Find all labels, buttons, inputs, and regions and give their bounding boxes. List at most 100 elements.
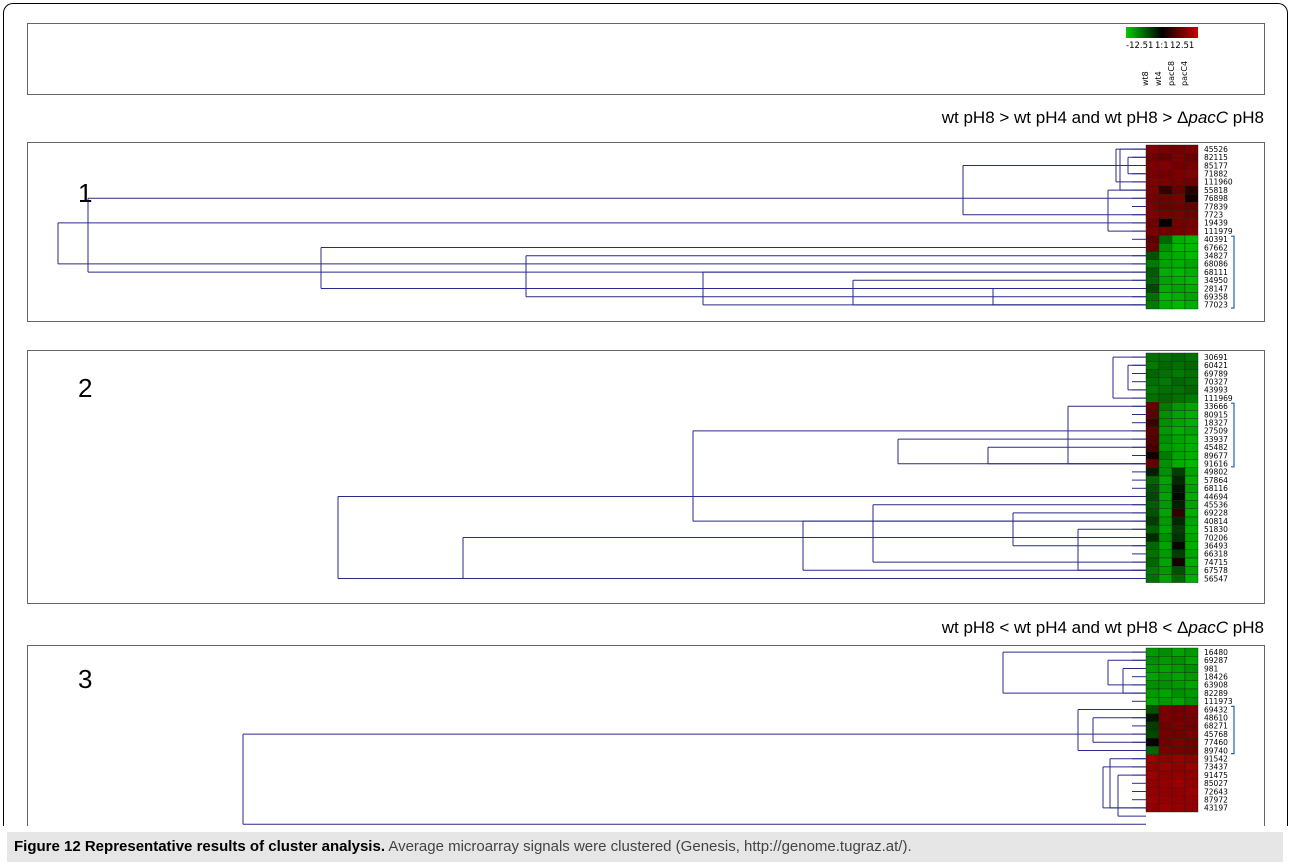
heatmap-cell: [1158, 762, 1173, 772]
heatmap-cell: [1184, 737, 1199, 747]
heatmap-cell: [1184, 161, 1199, 170]
heatmap-cell: [1158, 787, 1173, 796]
heatmap-cell: [1171, 688, 1186, 698]
heatmap-cell: [1184, 442, 1199, 452]
heatmap-cell: [1171, 152, 1186, 162]
gene-id-label: 34827: [1204, 252, 1228, 261]
gene-id-label: 68116: [1204, 484, 1228, 493]
heatmap-cell: [1158, 234, 1173, 244]
heatmap-cell: [1145, 194, 1160, 203]
gene-id-label: 77839: [1204, 202, 1228, 211]
gene-id-label: 981: [1204, 664, 1219, 673]
heatmap-cell: [1184, 402, 1199, 411]
heatmap-cell: [1145, 451, 1160, 460]
heatmap-cell: [1184, 533, 1199, 542]
heatmap-cell: [1158, 385, 1173, 395]
heatmap-cell: [1145, 713, 1160, 722]
heatmap-cell: [1145, 524, 1160, 534]
heatmap-cell: [1171, 549, 1186, 559]
heatmap-cell: [1145, 803, 1160, 813]
heatmap-cell: [1171, 508, 1186, 518]
heatmap-cell: [1158, 243, 1173, 252]
heatmap-cell: [1171, 194, 1186, 203]
heatmap-cell: [1171, 393, 1186, 403]
heatmap-cell: [1171, 787, 1186, 796]
heatmap-cell: [1171, 746, 1186, 755]
heatmap-cell: [1171, 218, 1186, 228]
heatmap-cell: [1145, 226, 1160, 236]
heatmap-cell: [1171, 459, 1186, 468]
gene-id-label: 77460: [1204, 738, 1228, 747]
heatmap-cell: [1184, 508, 1199, 518]
heatmap-cell: [1145, 746, 1160, 755]
gene-id-label: 71882: [1204, 170, 1228, 179]
heatmap-cell: [1184, 202, 1199, 211]
heatmap-cell: [1158, 467, 1173, 477]
heatmap-cell: [1158, 647, 1173, 657]
heatmap-cell: [1184, 218, 1199, 228]
heatmap-cell: [1171, 185, 1186, 195]
heatmap-cell: [1145, 533, 1160, 542]
heatmap-cell: [1158, 251, 1173, 260]
gene-id-label: 72643: [1204, 787, 1228, 796]
heatmap-cell: [1171, 442, 1186, 452]
heatmap-cell: [1158, 185, 1173, 195]
heatmap-cell: [1171, 243, 1186, 252]
heatmap-cell: [1184, 746, 1199, 755]
legend-panel: -12.51 1:1 12.51 wt8 wt4 pacC8 pacC4: [27, 23, 1265, 95]
heatmap-cell: [1184, 152, 1199, 162]
heatmap-cell: [1171, 729, 1186, 739]
heatmap-cell: [1171, 292, 1186, 302]
heatmap-cell: [1184, 459, 1199, 468]
heatmap-cell: [1158, 697, 1173, 706]
heatmap-cell: [1184, 803, 1199, 813]
heatmap-cell: [1158, 746, 1173, 755]
heatmap-cell: [1171, 369, 1186, 378]
heatmap-cell: [1158, 202, 1173, 211]
heatmap-cell: [1158, 352, 1173, 362]
heatmap-cell: [1171, 426, 1186, 436]
figure-frame: [3, 3, 1288, 826]
gene-id-label: 44694: [1204, 492, 1228, 501]
gene-id-label: 69432: [1204, 705, 1228, 714]
heatmap-cell: [1158, 360, 1173, 370]
scale-min-label: -12.51: [1126, 41, 1153, 51]
heatmap-cell: [1171, 377, 1186, 387]
heatmap-cell: [1171, 259, 1186, 269]
heatmap-cell: [1145, 508, 1160, 518]
gene-id-label: 63908: [1204, 681, 1228, 690]
heatmap-cell: [1158, 226, 1173, 236]
gene-id-label: 70206: [1204, 533, 1228, 542]
heatmap-cell: [1158, 210, 1173, 219]
heatmap-cell: [1171, 284, 1186, 293]
heatmap-cell: [1184, 352, 1199, 362]
heatmap-cell: [1171, 467, 1186, 477]
gene-id-label: 91475: [1204, 771, 1228, 780]
heatmap-cell: [1171, 234, 1186, 244]
figure-caption: Figure 12 Representative results of clus…: [7, 832, 1283, 862]
heatmap-cell: [1184, 475, 1199, 485]
heatmap-cell: [1158, 516, 1173, 526]
heatmap-cell: [1145, 787, 1160, 796]
heatmap-cell: [1158, 267, 1173, 277]
gene-id-label: 70327: [1204, 378, 1228, 387]
heatmap-cell: [1171, 524, 1186, 534]
heatmap-cell: [1158, 275, 1173, 285]
heatmap-cell: [1171, 451, 1186, 460]
heatmap-cell: [1171, 177, 1186, 187]
gene-id-label: 82115: [1204, 153, 1228, 162]
subgroup-bracket: [1231, 235, 1235, 309]
heatmap-cell: [1184, 377, 1199, 387]
gene-id-label: 48610: [1204, 714, 1228, 723]
heatmap-cell: [1184, 557, 1199, 567]
gene-id-label: 18426: [1204, 673, 1228, 682]
heatmap-cell: [1184, 234, 1199, 244]
heatmap-cell: [1158, 508, 1173, 518]
heatmap-cell: [1184, 300, 1199, 310]
gene-id-label: 69287: [1204, 656, 1228, 665]
heatmap-cell: [1145, 369, 1160, 378]
heatmap-cell: [1145, 754, 1160, 763]
heatmap-cell: [1145, 300, 1160, 310]
heatmap-cell: [1145, 500, 1160, 510]
gene-id-label: 45482: [1204, 443, 1228, 452]
